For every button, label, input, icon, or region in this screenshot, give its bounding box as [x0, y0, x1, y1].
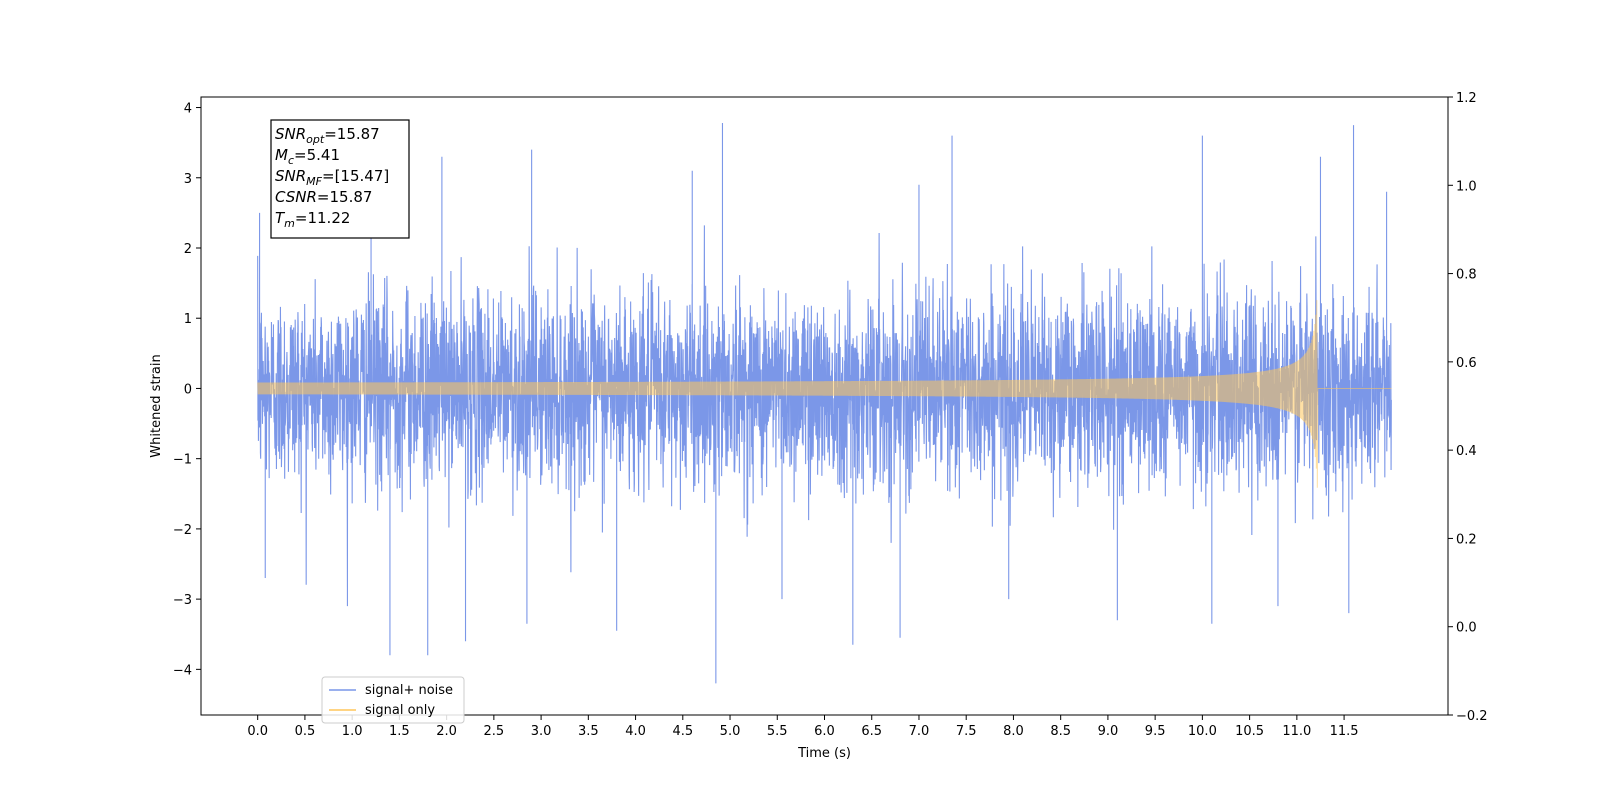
series-signal-noise — [257, 122, 1392, 684]
axis-ticks: 0.0 0.5 1.0 1.5 2.0 2.5 3.0 3.5 4.0 4.5 5.0 5.5 6.0 6… — [173, 91, 1488, 739]
annotation-subscript: opt — [306, 133, 325, 146]
y-tick-label: 0 — [184, 382, 192, 397]
x-tick-label: 8.0 — [1003, 724, 1024, 739]
y2-tick-label: 1.0 — [1456, 179, 1477, 194]
x-tick-label: 7.0 — [909, 724, 930, 739]
annotation-value: =[15.47] — [322, 167, 389, 185]
legend-frame — [321, 676, 465, 724]
x-tick-label: 2.5 — [484, 724, 505, 739]
y-tick-label: −1 — [173, 453, 192, 468]
annotation-value: =11.22 — [295, 209, 351, 227]
series-signal-only — [257, 300, 1392, 488]
x-tick-label: 4.5 — [672, 724, 693, 739]
x-tick-label: 10.0 — [1188, 724, 1217, 739]
x-tick-label: 11.5 — [1330, 724, 1359, 739]
annotation-subscript: MF — [306, 175, 322, 188]
x-tick-label: 1.5 — [389, 724, 410, 739]
y2-tick-label: 1.2 — [1456, 91, 1477, 106]
x-axis-label: Time (s) — [797, 746, 851, 761]
x-tick-label: 9.5 — [1145, 724, 1166, 739]
x-tick-label: 3.5 — [578, 724, 599, 739]
x-tick-label: 7.5 — [956, 724, 977, 739]
annotation-symbol: SNR — [275, 167, 306, 185]
legend-label-signal-noise: signal+ noise — [365, 683, 453, 698]
annotation-line: SNRMF=[15.47] — [275, 167, 389, 188]
y-tick-label: 2 — [184, 242, 192, 257]
annotation-line: Tm=11.22 — [275, 209, 350, 230]
y2-tick-label: 0.2 — [1456, 532, 1477, 547]
y-tick-label: −2 — [173, 523, 192, 538]
plot-data-area — [257, 122, 1392, 684]
annotation-symbol: T — [275, 209, 286, 227]
y-tick-label: 4 — [184, 102, 192, 117]
x-tick-label: 0.0 — [247, 724, 268, 739]
x-tick-label: 9.0 — [1098, 724, 1119, 739]
y2-tick-label: 0.0 — [1456, 621, 1477, 636]
x-tick-label: 10.5 — [1235, 724, 1264, 739]
annotation-value: =15.87 — [317, 188, 373, 206]
legend-label-signal-only: signal only — [365, 703, 435, 718]
legend: signal+ noise signal only — [321, 676, 465, 724]
annotation-subscript: m — [284, 217, 295, 230]
annotation-symbol: CSNR — [275, 188, 317, 206]
x-tick-label: 1.0 — [342, 724, 363, 739]
x-tick-label: 3.0 — [531, 724, 552, 739]
annotation-value: =5.41 — [294, 146, 340, 164]
x-tick-label: 5.0 — [720, 724, 741, 739]
x-tick-label: 4.0 — [625, 724, 646, 739]
y-tick-label: −3 — [173, 593, 192, 608]
y-tick-label: 3 — [184, 172, 192, 187]
x-tick-label: 11.0 — [1282, 724, 1311, 739]
x-tick-label: 5.5 — [767, 724, 788, 739]
x-tick-label: 6.0 — [814, 724, 835, 739]
annotation-subscript: c — [288, 154, 294, 167]
y2-tick-label: 0.4 — [1456, 444, 1477, 459]
x-tick-label: 0.5 — [295, 724, 316, 739]
x-tick-label: 6.5 — [861, 724, 882, 739]
annotation-line: CSNR=15.87 — [275, 188, 372, 206]
x-tick-label: 2.0 — [436, 724, 457, 739]
y-tick-label: 1 — [184, 312, 192, 327]
y2-tick-label: 0.8 — [1456, 268, 1477, 283]
annotation-box: SNRopt=15.87Mc=5.41SNRMF=[15.47]CSNR=15.… — [270, 119, 410, 239]
annotation-symbol: SNR — [275, 125, 306, 143]
y2-tick-label: 0.6 — [1456, 356, 1477, 371]
annotation-value: =15.87 — [324, 125, 380, 143]
annotation-line: Mc=5.41 — [275, 146, 340, 167]
y-axis-label: Whitened strain — [149, 354, 164, 457]
y-tick-label: −4 — [173, 663, 192, 678]
annotation-line: SNRopt=15.87 — [275, 125, 380, 146]
y2-tick-label: −0.2 — [1456, 709, 1488, 724]
annotation-symbol: M — [275, 146, 288, 164]
annotation-frame — [270, 119, 410, 239]
x-tick-label: 8.5 — [1050, 724, 1071, 739]
